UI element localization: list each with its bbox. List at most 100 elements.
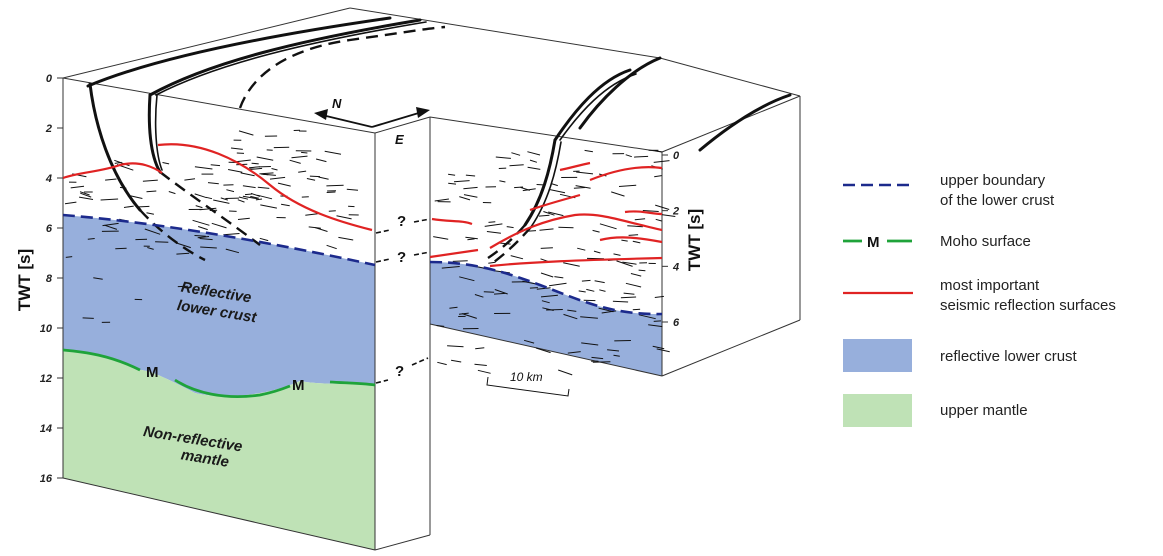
reflector-stroke <box>259 237 269 242</box>
reflector-stroke <box>194 235 206 237</box>
reflector-stroke <box>599 289 606 292</box>
reflector-stroke <box>237 199 245 203</box>
faults-top <box>86 16 792 152</box>
right-axis-tick-label: 4 <box>672 261 679 273</box>
reflector-stroke <box>87 238 95 240</box>
legend-boundary-label-2: of the lower crust <box>940 192 1055 209</box>
reflector-stroke <box>540 294 558 298</box>
legend-mantle-swatch <box>843 394 912 427</box>
reflector-stroke <box>655 204 670 210</box>
reflector-stroke <box>82 317 94 319</box>
reflector-stroke <box>581 279 591 282</box>
reflector-stroke <box>586 288 595 292</box>
reflector-stroke <box>142 179 158 182</box>
reflector-stroke <box>213 199 230 204</box>
reflector-stroke <box>620 296 637 299</box>
reflector-stroke <box>198 226 208 231</box>
reflector-stroke <box>540 272 554 278</box>
reflector-stroke <box>433 236 449 240</box>
reflector-stroke <box>255 198 263 201</box>
legend-moho-marker: M <box>867 234 880 251</box>
gap-dashes <box>375 218 431 384</box>
question-mark-3: ? <box>395 363 404 380</box>
reflector-stroke <box>238 130 254 136</box>
legend-crust-label: reflective lower crust <box>940 348 1078 365</box>
reflector-stroke <box>64 201 77 205</box>
reflector-stroke <box>653 160 670 163</box>
reflector-stroke <box>536 287 551 290</box>
left-axis-tick-label: 2 <box>45 123 52 135</box>
reflector-stroke <box>308 226 321 229</box>
left-axis-tick-label: 0 <box>46 73 53 85</box>
reflector-stroke <box>123 205 134 208</box>
reflector-stroke <box>599 223 617 230</box>
reflector-stroke <box>144 228 161 235</box>
reflector-stroke <box>522 188 536 192</box>
reflector-stroke <box>463 194 478 198</box>
reflector-stroke <box>256 156 274 161</box>
left-axis: 0 2 4 6 8 10 12 14 16 <box>40 73 63 485</box>
reflector-stroke <box>465 236 478 240</box>
reflector-stroke <box>257 186 270 189</box>
reflector-stroke <box>573 187 586 189</box>
reflector-stroke <box>509 164 524 167</box>
reflector-stroke <box>529 287 538 289</box>
reflector-stroke <box>655 218 662 222</box>
left-axis-tick-label: 6 <box>46 223 53 235</box>
reflector-stroke <box>199 207 217 211</box>
reflector-stroke <box>459 196 471 201</box>
reflector-stroke <box>594 280 605 284</box>
reflector-stroke <box>461 313 477 319</box>
reflector-stroke <box>581 342 599 346</box>
right-axis: 0 2 4 6 <box>662 150 680 329</box>
left-axis-tick-label: 10 <box>40 323 53 335</box>
reflector-stroke <box>437 361 447 366</box>
reflector-stroke <box>493 292 506 295</box>
reflector-stroke <box>291 155 308 159</box>
reflector-stroke <box>616 260 633 267</box>
reflector-stroke <box>613 253 621 256</box>
reflector-stroke <box>540 247 553 249</box>
reflector-stroke <box>499 180 506 183</box>
reflector-stroke <box>281 203 290 207</box>
reflector-stroke <box>80 192 92 198</box>
scale-label: 10 km <box>510 370 543 384</box>
reflector-stroke <box>235 159 251 163</box>
reflector-stroke <box>554 276 564 279</box>
right-axis-title: TWT [s] <box>685 209 704 271</box>
reflector-stroke <box>567 351 581 354</box>
reflector-stroke <box>506 226 514 229</box>
reflector-stroke <box>228 169 243 173</box>
reflector-stroke <box>546 309 563 311</box>
reflector-stroke <box>105 178 117 181</box>
reflector-stroke <box>326 191 336 193</box>
reflector-stroke <box>147 247 154 250</box>
reflector-stroke <box>495 156 511 159</box>
reflector-stroke <box>536 184 546 186</box>
reflector-stroke <box>611 191 625 197</box>
reflector-stroke <box>486 231 501 234</box>
reflector-stroke <box>451 359 462 363</box>
reflector-stroke <box>192 219 210 226</box>
reflector-stroke <box>656 348 670 353</box>
reflector-stroke <box>447 345 464 348</box>
reflector-stroke <box>184 178 196 181</box>
reflector-stroke <box>225 248 240 254</box>
reflector-stroke <box>653 320 662 322</box>
reflector-stroke <box>642 210 659 212</box>
reflector-stroke <box>176 242 191 249</box>
reflector-stroke <box>592 229 600 233</box>
reflector-stroke <box>315 158 327 163</box>
reflector-stroke <box>65 256 73 258</box>
reflector-stroke <box>654 295 664 298</box>
north-label: N <box>332 96 342 111</box>
direction-indicator: N E <box>314 96 430 147</box>
question-mark-2: ? <box>397 249 406 266</box>
reflector-stroke <box>527 166 541 170</box>
reflector-stroke <box>306 178 316 181</box>
reflector-stroke <box>488 261 496 264</box>
reflector-stroke <box>523 339 535 344</box>
question-mark-1: ? <box>397 213 406 230</box>
legend-mantle-label: upper mantle <box>940 402 1028 419</box>
reflector-stroke <box>488 221 496 223</box>
